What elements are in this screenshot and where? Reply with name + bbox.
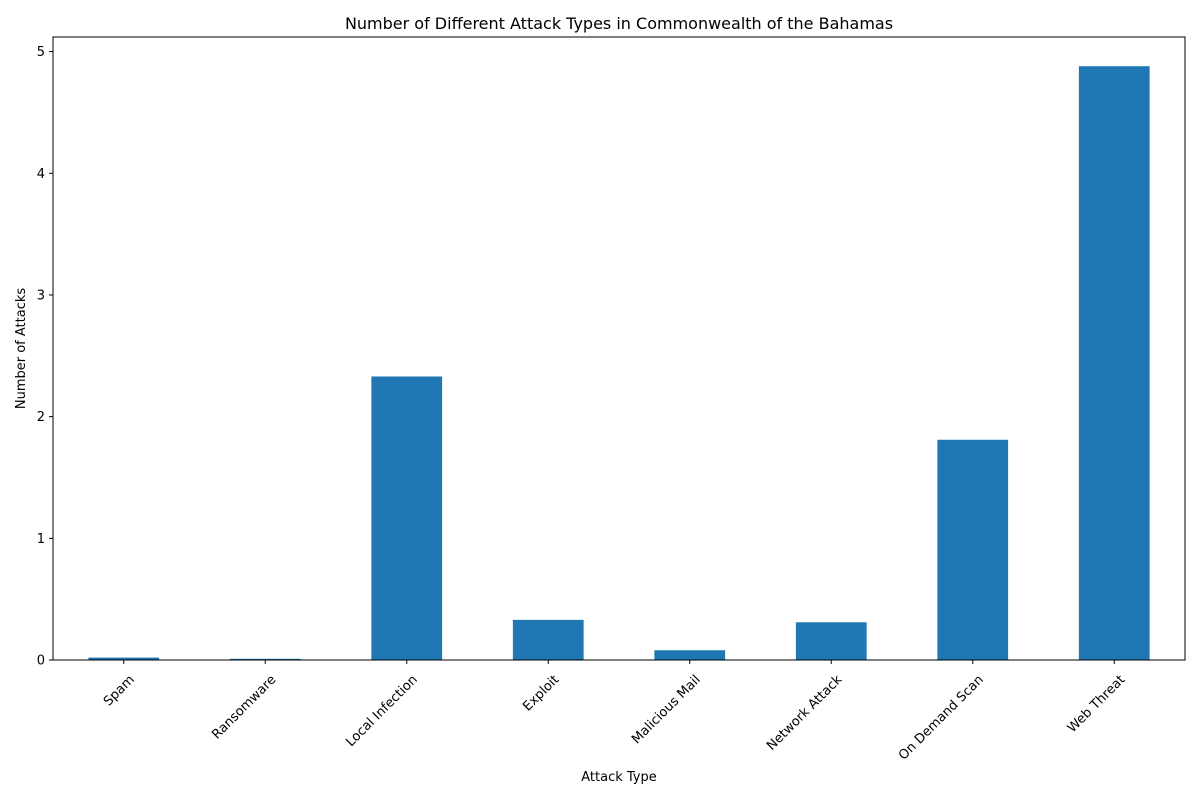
bar-web-threat [1078,66,1150,660]
x-tick-label: On Demand Scan [896,672,987,763]
x-tick-label: Ransomware [209,672,279,742]
bar-spam [88,657,160,660]
bars-group [88,66,1150,660]
y-tick-label: 1 [37,532,45,547]
y-tick-label: 2 [37,410,45,425]
bar-network-attack [795,622,867,660]
x-axis-label: Attack Type [581,770,657,785]
bar-exploit [512,619,584,660]
chart-title: Number of Different Attack Types in Comm… [345,14,893,33]
y-tick-label: 3 [37,288,45,303]
plot-frame [52,36,1186,661]
bar-malicious-mail [654,650,726,660]
x-tick-label: Network Attack [764,672,846,754]
y-tick-label: 0 [37,654,45,669]
x-tick-label: Exploit [520,672,562,714]
x-tick-label: Local Infection [343,672,420,749]
x-tick-label: Malicious Mail [629,672,704,747]
y-axis: 0 1 2 3 4 5 [37,45,53,669]
x-axis: Spam Ransomware Local Infection Exploit Mali… [101,660,1128,763]
bar-local-infection [371,376,443,660]
bar-on-demand-scan [937,439,1009,660]
x-tick-label: Spam [101,672,138,709]
x-tick-label: Web Threat [1065,672,1128,735]
y-tick-label: 5 [37,45,45,60]
bar-ransomware [229,658,301,660]
y-axis-label: Number of Attacks [14,288,29,410]
y-tick-label: 4 [37,167,45,182]
